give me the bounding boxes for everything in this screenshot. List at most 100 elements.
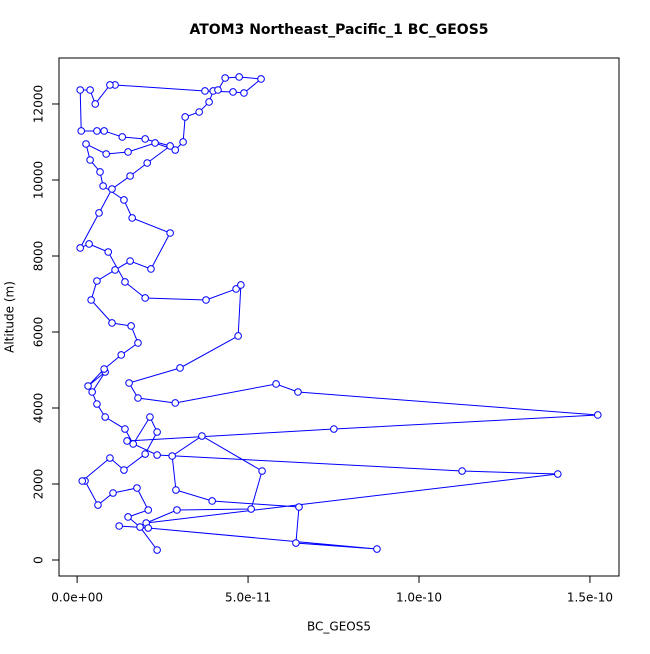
data-point xyxy=(134,339,142,347)
data-point xyxy=(134,394,142,402)
data-point xyxy=(229,88,237,96)
data-point xyxy=(93,400,101,408)
data-point xyxy=(198,432,206,440)
data-point xyxy=(76,86,84,94)
y-tick-label: 12000 xyxy=(32,85,46,123)
data-point xyxy=(93,127,101,135)
x-tick-label: 1.0e-10 xyxy=(396,591,442,605)
x-tick-label: 0.0e+00 xyxy=(51,591,103,605)
data-point xyxy=(594,411,602,419)
data-point xyxy=(247,505,255,513)
data-point xyxy=(153,546,161,554)
data-point xyxy=(330,425,338,433)
data-point xyxy=(95,209,103,217)
data-point xyxy=(171,399,180,407)
data-point xyxy=(458,467,466,475)
data-point xyxy=(124,148,132,156)
data-point xyxy=(94,501,102,509)
data-point xyxy=(84,382,92,390)
data-point xyxy=(166,142,174,150)
data-point xyxy=(235,73,243,81)
data-point xyxy=(144,524,153,532)
data-point xyxy=(121,425,129,433)
data-point xyxy=(86,156,94,164)
data-point xyxy=(109,489,117,497)
data-point xyxy=(123,437,131,445)
data-point xyxy=(129,440,137,448)
data-point xyxy=(257,75,265,83)
data-point xyxy=(86,86,94,94)
data-point xyxy=(120,466,128,474)
y-tick-label: 8000 xyxy=(32,241,46,272)
data-point xyxy=(77,127,86,135)
y-tick-label: 6000 xyxy=(32,317,46,348)
data-point xyxy=(141,450,149,458)
data-point xyxy=(173,506,181,514)
data-point xyxy=(100,127,108,135)
data-point xyxy=(147,265,155,273)
chart-title: ATOM3 Northeast_Pacific_1 BC_GEOS5 xyxy=(189,22,488,38)
data-point xyxy=(104,248,113,256)
data-point xyxy=(141,135,149,143)
data-point xyxy=(126,257,134,265)
y-tick-label: 10000 xyxy=(32,161,46,199)
data-point xyxy=(195,108,203,116)
data-point xyxy=(141,294,149,302)
data-point xyxy=(115,522,123,530)
data-point xyxy=(294,388,302,396)
data-point xyxy=(101,413,109,421)
y-tick-label: 2000 xyxy=(32,469,46,500)
data-point xyxy=(373,545,381,553)
data-point xyxy=(82,140,90,148)
data-point xyxy=(111,266,119,274)
data-point xyxy=(144,506,153,514)
data-point xyxy=(272,380,280,388)
data-point xyxy=(108,185,116,193)
x-axis-label: BC_GEOS5 xyxy=(307,620,371,634)
data-point xyxy=(214,86,222,94)
data-point xyxy=(151,139,159,147)
data-point xyxy=(133,484,141,492)
data-point xyxy=(99,182,107,190)
data-point xyxy=(143,159,152,167)
data-point xyxy=(201,87,209,95)
data-point xyxy=(126,172,134,180)
data-point xyxy=(85,240,93,248)
y-axis-label: Altitude (m) xyxy=(3,281,17,353)
data-point xyxy=(240,89,248,97)
data-point xyxy=(100,365,108,373)
data-point xyxy=(118,133,127,141)
data-point xyxy=(168,452,176,460)
data-point xyxy=(108,319,116,327)
data-point xyxy=(128,214,136,222)
data-point xyxy=(232,285,240,293)
data-point xyxy=(295,503,303,511)
data-point xyxy=(93,277,101,285)
data-point xyxy=(96,168,104,176)
data-point xyxy=(554,470,562,478)
data-point xyxy=(153,428,161,436)
data-point xyxy=(172,486,180,494)
data-point xyxy=(234,332,242,340)
x-tick-label: 1.5e-10 xyxy=(567,591,613,605)
data-point xyxy=(127,322,135,330)
data-point xyxy=(166,229,174,237)
data-point xyxy=(78,477,87,485)
data-point xyxy=(106,454,114,462)
data-point xyxy=(171,146,180,154)
plot-frame xyxy=(58,57,620,577)
y-tick-label: 0 xyxy=(32,556,46,564)
data-point xyxy=(176,364,184,372)
data-point xyxy=(202,296,210,304)
data-point xyxy=(120,196,128,204)
data-point xyxy=(76,244,84,252)
x-tick-label: 5.0e-11 xyxy=(225,591,271,605)
data-point xyxy=(181,113,189,121)
data-point xyxy=(87,296,95,304)
data-point xyxy=(292,539,300,547)
data-point xyxy=(258,467,266,475)
data-point xyxy=(136,523,144,531)
data-point xyxy=(91,100,100,108)
